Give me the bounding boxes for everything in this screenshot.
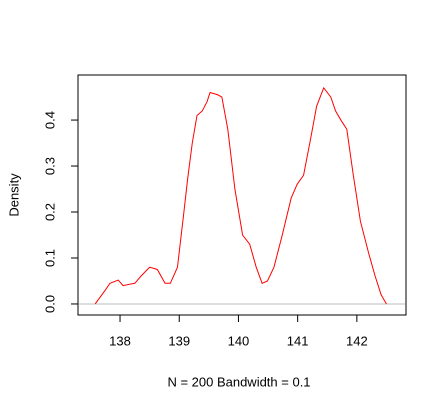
x-axis-label: N = 200 Bandwidth = 0.1	[167, 374, 310, 389]
y-tick-label: 0.1	[42, 249, 57, 267]
plot-frame	[77, 74, 407, 316]
x-tick-label: 140	[228, 333, 250, 348]
x-tick-label: 138	[109, 333, 131, 348]
x-tick-label: 142	[346, 333, 368, 348]
density-line	[94, 86, 387, 305]
y-tick-label: 0.3	[42, 157, 57, 175]
y-tick-label: 0.2	[42, 203, 57, 221]
x-tick-label: 141	[287, 333, 309, 348]
y-tick-label: 0.4	[42, 111, 57, 129]
y-tick-label: 0.0	[42, 295, 57, 313]
y-axis-label: Density	[6, 173, 21, 217]
x-tick-label: 139	[168, 333, 190, 348]
